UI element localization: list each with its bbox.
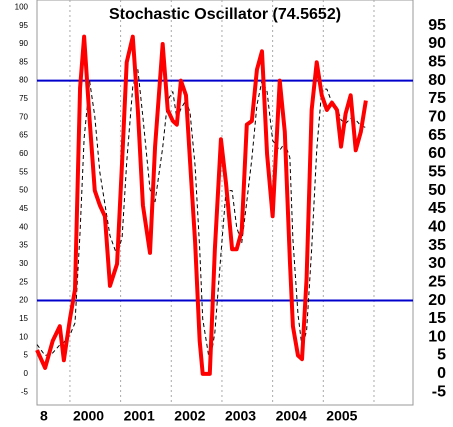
y2-tick-label: -5 <box>432 383 446 400</box>
y-tick-label: 60 <box>19 149 28 158</box>
stochastic-line <box>35 34 368 376</box>
y-tick-label: -5 <box>21 387 29 396</box>
y2-tick-label: 95 <box>428 17 446 34</box>
y-tick-label: 75 <box>19 94 28 103</box>
x-tick-label: 2003 <box>225 408 256 424</box>
y-tick-label: 0 <box>24 369 29 378</box>
y2-tick-label: 15 <box>428 310 446 327</box>
y2-tick-label: 85 <box>428 54 446 71</box>
y2-tick-label: 80 <box>428 72 446 89</box>
y2-tick-label: 25 <box>428 273 446 290</box>
y-tick-label: 100 <box>15 2 29 11</box>
y-tick-label: 40 <box>19 222 28 231</box>
y2-tick-label: 5 <box>437 347 446 364</box>
y-tick-label: 30 <box>19 259 28 268</box>
y-tick-label: 35 <box>19 241 28 250</box>
y2-tick-label: 20 <box>428 292 446 309</box>
x-tick-label: 2001 <box>124 408 155 424</box>
y-tick-label: 70 <box>19 112 28 121</box>
y2-tick-label: 55 <box>428 163 446 180</box>
x-tick-label: 2000 <box>73 408 104 424</box>
y2-tick-label: 50 <box>428 182 446 199</box>
y2-tick-label: 45 <box>428 200 446 217</box>
y-tick-label: 10 <box>19 332 28 341</box>
y2-tick-label: 0 <box>437 365 446 382</box>
y2-tick-label: 60 <box>428 145 446 162</box>
y-tick-label: 65 <box>19 131 28 140</box>
y-tick-label: 80 <box>19 76 28 85</box>
y2-tick-label: 65 <box>428 127 446 144</box>
x-tick-label: 2005 <box>326 408 357 424</box>
chart-title: Stochastic Oscillator (74.5652) <box>109 6 341 23</box>
y-tick-label: 50 <box>19 186 28 195</box>
y-tick-label: 95 <box>19 21 28 30</box>
x-tick-label: 2002 <box>174 408 205 424</box>
plot-frame <box>36 0 414 406</box>
y2-tick-label: 10 <box>428 328 446 345</box>
y-tick-label: 25 <box>19 277 28 286</box>
y-tick-label: 5 <box>24 351 29 360</box>
y2-tick-label: 35 <box>428 237 446 254</box>
y2-tick-label: 90 <box>428 35 446 52</box>
y2-tick-label: 40 <box>428 218 446 235</box>
y-tick-label: 20 <box>19 296 28 305</box>
y2-tick-label: 70 <box>428 109 446 126</box>
y2-tick-label: 75 <box>428 90 446 107</box>
y-tick-label: 85 <box>19 57 28 66</box>
y-tick-label: 90 <box>19 39 28 48</box>
x-tick-label: 2004 <box>276 408 307 424</box>
y-tick-label: 45 <box>19 204 28 213</box>
signal-line <box>36 69 367 364</box>
x-tick-label: 8 <box>40 408 48 424</box>
y2-tick-label: 30 <box>428 255 446 272</box>
y-tick-label: 15 <box>19 314 28 323</box>
y-tick-label: 55 <box>19 167 28 176</box>
